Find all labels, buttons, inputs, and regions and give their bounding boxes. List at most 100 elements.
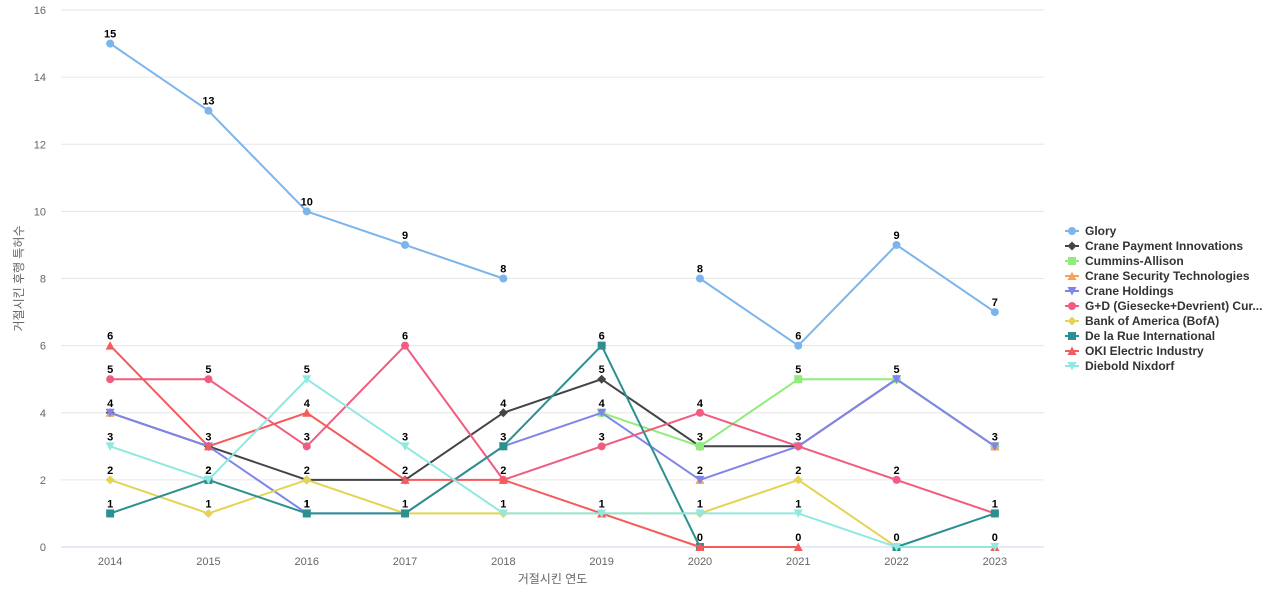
data-point — [695, 542, 705, 551]
x-tick-label: 2015 — [196, 556, 220, 568]
data-label: 6 — [402, 331, 408, 343]
legend-label: Bank of America (BofA) — [1085, 314, 1219, 328]
data-label: 1 — [205, 498, 211, 510]
data-point — [793, 475, 803, 485]
legend-item[interactable]: OKI Electric Industry — [1065, 344, 1204, 358]
series-line — [109, 344, 996, 515]
data-label: 0 — [795, 532, 801, 544]
data-point — [892, 375, 902, 384]
data-point — [499, 274, 508, 283]
data-point — [695, 509, 705, 518]
series-line — [109, 378, 996, 515]
data-label: 3 — [992, 431, 998, 443]
data-point — [498, 509, 508, 518]
data-point — [990, 308, 999, 317]
data-point — [990, 442, 1000, 451]
legend-label: Crane Security Technologies — [1085, 269, 1250, 283]
data-point — [401, 509, 410, 518]
legend-item[interactable]: Bank of America (BofA) — [1065, 314, 1219, 328]
legend-label: De la Rue International — [1085, 329, 1215, 343]
data-point — [499, 442, 508, 451]
legend-item[interactable]: Crane Holdings — [1065, 284, 1174, 298]
x-tick-label: 2017 — [393, 556, 417, 568]
series-line — [110, 346, 995, 547]
data-label: 7 — [992, 297, 998, 309]
legend-symbol — [1067, 271, 1077, 280]
data-label: 8 — [697, 264, 703, 276]
data-label: 2 — [205, 465, 211, 477]
data-point — [105, 475, 115, 485]
data-label: 3 — [795, 431, 801, 443]
data-point — [302, 375, 312, 384]
data-label: 2 — [893, 465, 899, 477]
data-label: 2 — [205, 465, 211, 477]
data-label: 1 — [402, 498, 408, 510]
y-axis-title: 거절시킨 후행 특허수 — [11, 225, 26, 331]
data-point — [498, 475, 508, 484]
y-tick-label: 12 — [34, 139, 46, 151]
data-label: 1 — [304, 498, 310, 510]
x-tick-label: 2020 — [688, 556, 712, 568]
data-point — [401, 341, 410, 350]
y-tick-label: 0 — [40, 542, 46, 554]
grid-lines — [61, 9, 1044, 481]
data-label: 4 — [500, 398, 507, 410]
data-label: 0 — [697, 532, 703, 544]
data-label: 5 — [205, 364, 211, 376]
data-label: 15 — [104, 29, 116, 41]
series-line — [109, 344, 996, 548]
data-point — [302, 509, 311, 518]
legend-item[interactable]: Crane Payment Innovations — [1065, 239, 1243, 253]
legend-item[interactable]: Glory — [1065, 224, 1117, 238]
data-point — [204, 106, 213, 115]
series-9 — [105, 375, 1000, 552]
data-point — [302, 475, 312, 485]
legend-label: Crane Holdings — [1085, 284, 1174, 298]
data-label: 4 — [599, 398, 606, 410]
y-tick-label: 6 — [40, 341, 46, 353]
data-label: 3 — [697, 431, 703, 443]
data-point — [203, 475, 213, 485]
legend-item[interactable]: Cummins-Allison — [1065, 254, 1184, 268]
legend-symbol — [1067, 316, 1077, 326]
legend-item[interactable]: De la Rue International — [1065, 329, 1215, 343]
data-point — [203, 441, 213, 451]
data-label: 2 — [500, 465, 506, 477]
data-label: 13 — [202, 96, 214, 108]
data-point — [695, 475, 705, 485]
legend-item[interactable]: Crane Security Technologies — [1065, 269, 1250, 283]
data-label: 4 — [697, 398, 704, 410]
data-label: 1 — [795, 498, 801, 510]
data-point — [892, 543, 902, 552]
data-label: 1 — [304, 498, 310, 510]
legend-symbol — [1067, 362, 1077, 371]
legend-item[interactable]: Diebold Nixdorf — [1065, 359, 1175, 373]
data-point — [695, 408, 704, 417]
series-0 — [106, 39, 999, 350]
data-point — [106, 39, 115, 48]
data-point — [400, 475, 410, 484]
data-point — [990, 543, 1000, 552]
data-point — [105, 408, 115, 418]
y-tick-label: 14 — [34, 72, 46, 84]
data-label: 3 — [205, 431, 211, 443]
data-label: 1 — [992, 498, 998, 510]
y-tick-label: 8 — [40, 274, 46, 286]
data-label: 6 — [107, 331, 113, 343]
legend-symbol — [1067, 241, 1077, 251]
data-label: 3 — [599, 431, 605, 443]
legend-item[interactable]: G+D (Giesecke+Devrient) Cur... — [1065, 299, 1262, 313]
data-label: 9 — [402, 230, 408, 242]
data-label: 8 — [500, 264, 506, 276]
y-tick-label: 4 — [40, 408, 46, 420]
data-label: 2 — [795, 465, 801, 477]
data-label: 0 — [893, 532, 899, 544]
data-label: 1 — [107, 498, 113, 510]
data-point — [597, 442, 606, 451]
y-tick-label: 10 — [34, 206, 46, 218]
data-label: 1 — [697, 498, 703, 510]
data-point — [203, 508, 213, 518]
data-label: 10 — [301, 196, 313, 208]
